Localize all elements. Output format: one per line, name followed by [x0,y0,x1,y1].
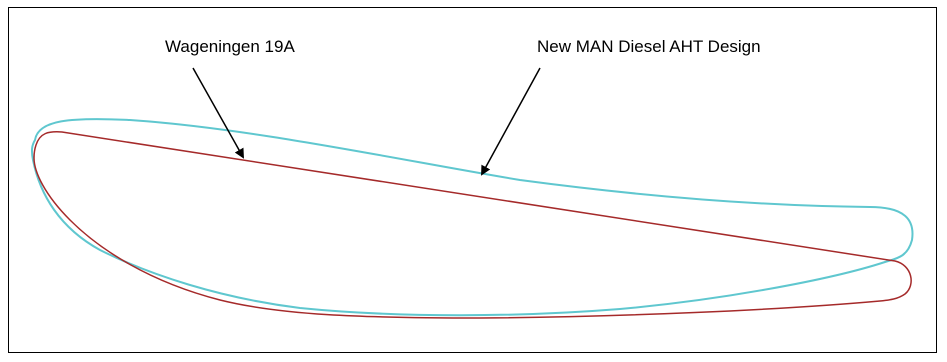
wageningen-19a-label: Wageningen 19A [165,37,295,57]
wageningen-19a-profile [34,132,911,318]
wageningen-leader-arrow [193,68,243,157]
man-diesel-aht-label: New MAN Diesel AHT Design [537,37,761,57]
man-diesel-leader-arrow [482,68,540,174]
